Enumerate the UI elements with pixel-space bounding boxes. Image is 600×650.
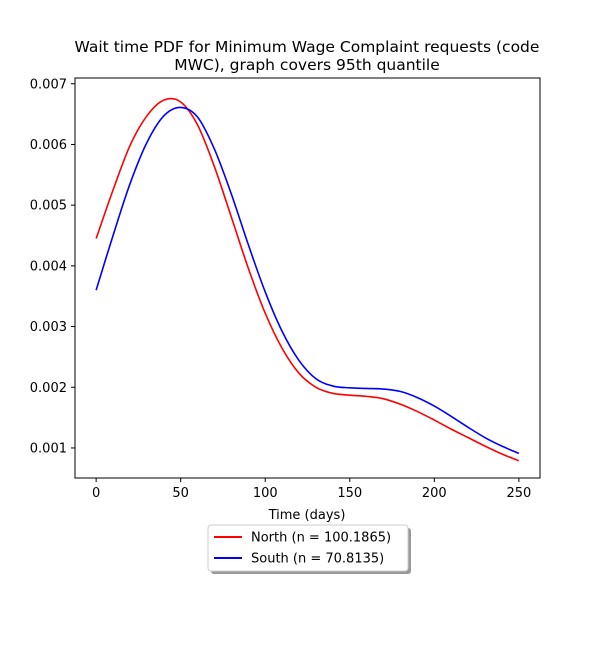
x-tick-label: 250 [506, 486, 531, 501]
x-axis: 0 50 100 150 200 250 [92, 478, 531, 501]
legend: North (n = 100.1865) South (n = 70.8135) [207, 524, 411, 574]
x-tick-label: 0 [92, 486, 100, 501]
y-tick-label: 0.001 [30, 441, 67, 456]
y-tick-label: 0.005 [30, 199, 67, 214]
chart-title-line-1: Wait time PDF for Minimum Wage Complaint… [75, 38, 540, 56]
x-tick-label: 200 [422, 486, 447, 501]
legend-box [207, 524, 409, 572]
plot-frame [74, 77, 541, 479]
y-tick-label: 0.006 [30, 138, 67, 153]
y-tick-label: 0.002 [30, 381, 67, 396]
y-tick-label: 0.007 [30, 77, 67, 92]
legend-label-south: South (n = 70.8135) [251, 552, 384, 567]
series-line-north [95, 97, 520, 462]
x-axis-label: Time (days) [268, 508, 346, 523]
y-axis: 0.001 0.002 0.003 0.004 0.005 0.006 0.007 [30, 77, 75, 456]
x-tick-label: 50 [172, 486, 189, 501]
series-line-south [95, 106, 520, 455]
y-tick-label: 0.003 [30, 320, 67, 335]
x-tick-label: 100 [253, 486, 278, 501]
series-layer [95, 97, 520, 462]
y-tick-label: 0.004 [30, 259, 67, 274]
legend-label-north: North (n = 100.1865) [251, 531, 391, 546]
chart-title-line-2: MWC), graph covers 95th quantile [174, 56, 440, 74]
x-tick-label: 150 [337, 486, 362, 501]
